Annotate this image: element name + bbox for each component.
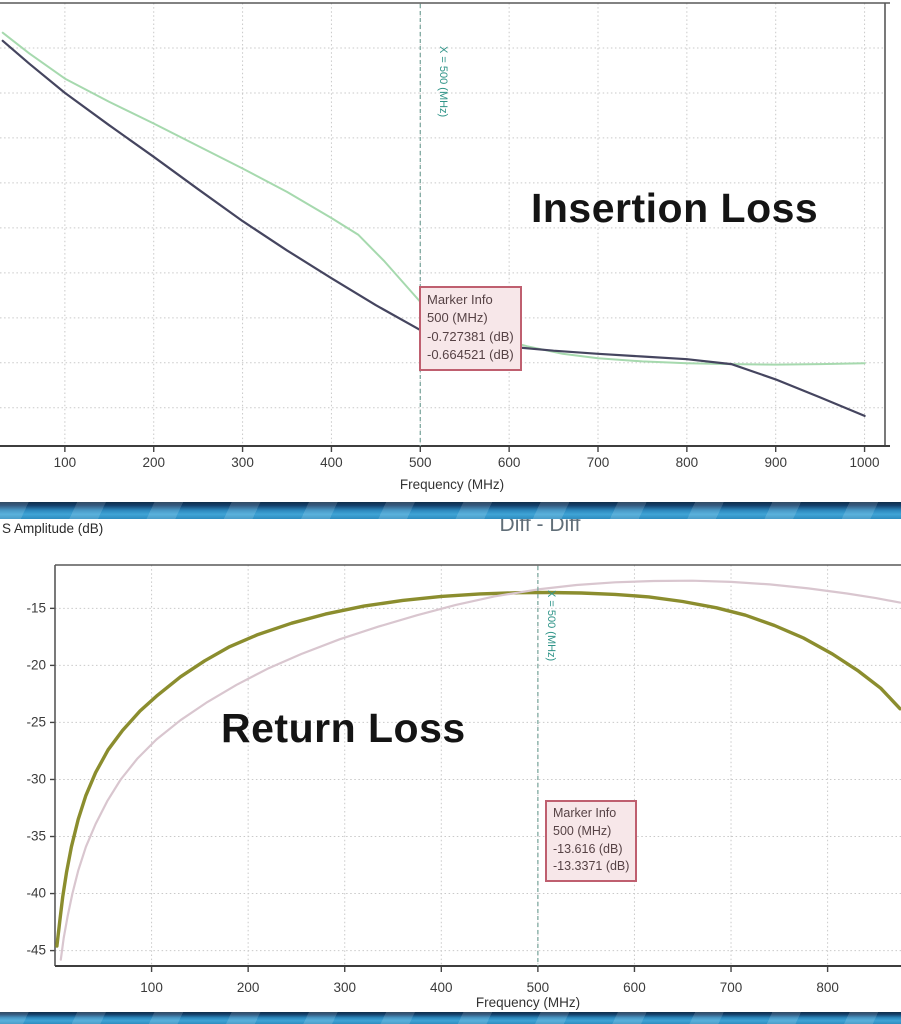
x-tick-label: 800 <box>676 455 699 470</box>
y-tick-label: -15 <box>26 600 46 615</box>
y-tick-label: -45 <box>26 943 46 958</box>
marker-info-box-return: Marker Info 500 (MHz) -13.616 (dB) -13.3… <box>545 800 638 882</box>
x-tick-label: 400 <box>320 455 343 470</box>
marker-info-value: -0.664521 (dB) <box>427 347 514 363</box>
x-tick-label: 600 <box>498 455 521 470</box>
marker-info-value: -13.3371 (dB) <box>553 859 630 874</box>
y-tick-label: -40 <box>26 886 46 901</box>
pink-trace <box>59 579 901 961</box>
x-tick-label: 500 <box>527 980 550 995</box>
x-tick-label: 200 <box>142 455 165 470</box>
x-axis-title: Frequency (MHz) <box>476 995 580 1010</box>
return-loss-label: Return Loss <box>221 705 466 751</box>
marker-info-freq: 500 (MHz) <box>427 310 488 326</box>
marker-info-box-insertion: Marker Info 500 (MHz) -0.727381 (dB) -0.… <box>419 286 522 371</box>
x-tick-label: 300 <box>333 980 356 995</box>
x-tick-label: 600 <box>623 980 646 995</box>
marker-info-value: -0.727381 (dB) <box>427 328 514 344</box>
x-tick-label: 100 <box>54 455 77 470</box>
x-tick-label: 500 <box>409 455 432 470</box>
x-tick-label: 100 <box>140 980 163 995</box>
y-axis-title: S Amplitude (dB) <box>2 521 104 536</box>
x-tick-label: 1000 <box>850 455 880 470</box>
marker-x-label: X = 500 (MHz) <box>437 46 449 117</box>
x-tick-label: 200 <box>237 980 260 995</box>
x-tick-label: 700 <box>587 455 610 470</box>
y-tick-label: -25 <box>26 714 46 729</box>
marker-info-title: Marker Info <box>427 292 493 307</box>
x-tick-label: 300 <box>231 455 254 470</box>
y-tick-label: -30 <box>26 771 46 786</box>
olive-trace <box>55 590 901 948</box>
marker-info-value: -13.616 (dB) <box>553 841 623 856</box>
marker-info-title: Marker Info <box>553 806 617 820</box>
x-tick-label: 800 <box>816 980 839 995</box>
marker-x-label: X = 500 (MHz) <box>545 590 557 661</box>
marker-info-freq: 500 (MHz) <box>553 823 612 838</box>
x-tick-label: 700 <box>720 980 743 995</box>
y-tick-label: -20 <box>26 657 46 672</box>
insertion-loss-label: Insertion Loss <box>531 185 819 231</box>
separator-bar <box>0 502 901 519</box>
y-tick-label: -35 <box>26 829 46 844</box>
x-tick-label: 400 <box>430 980 453 995</box>
x-axis-title: Frequency (MHz) <box>400 477 504 492</box>
bottom-bar <box>0 1012 901 1024</box>
x-tick-label: 900 <box>764 455 787 470</box>
